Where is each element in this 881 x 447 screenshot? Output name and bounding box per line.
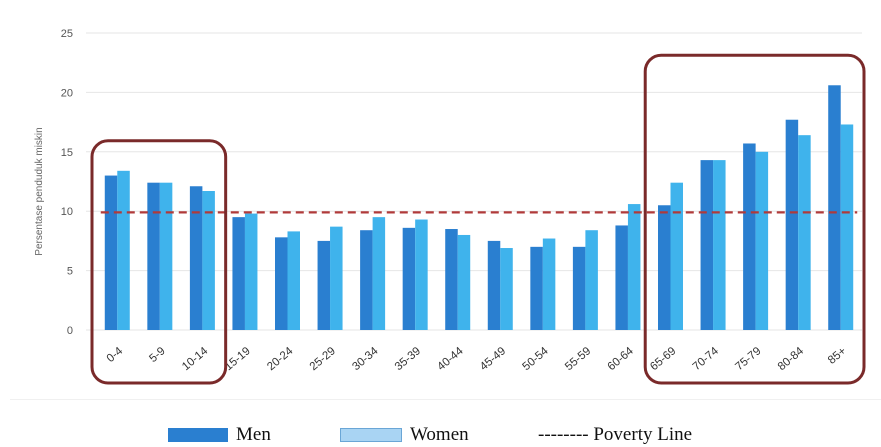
bar-men-75-79 xyxy=(743,143,756,330)
legend-label-men: Men xyxy=(236,424,271,445)
x-tick-label-50-54: 50-54 xyxy=(521,345,552,373)
x-tick-label-30-34: 30-34 xyxy=(350,345,381,373)
bar-men-20-24 xyxy=(275,237,288,330)
x-tick-label-5-9: 5-9 xyxy=(147,345,167,365)
bar-men-40-44 xyxy=(445,229,458,330)
bar-women-55-59 xyxy=(585,230,598,330)
x-tick-label-60-64: 60-64 xyxy=(606,345,637,373)
bar-women-70-74 xyxy=(713,160,726,330)
x-tick-label-75-79: 75-79 xyxy=(733,345,763,373)
bar-women-45-49 xyxy=(500,248,513,330)
legend-item-poverty-line: -------- Poverty Line xyxy=(538,424,692,446)
bar-men-60-64 xyxy=(615,225,628,330)
legend: Men Women -------- Poverty Line xyxy=(0,412,881,447)
x-tick-label-0-4: 0-4 xyxy=(105,345,126,365)
x-tick-label-80-84: 80-84 xyxy=(776,345,807,373)
legend-item-women: Women xyxy=(340,424,469,446)
legend-swatch-men xyxy=(168,428,228,442)
bar-men-35-39 xyxy=(402,227,416,330)
bar-women-10-14 xyxy=(202,191,215,330)
x-tick-label-45-49: 45-49 xyxy=(478,345,508,373)
legend-label-poverty-line: -------- Poverty Line xyxy=(538,424,693,445)
x-tick-label-40-44: 40-44 xyxy=(435,345,466,373)
legend-label-women: Women xyxy=(410,424,469,445)
x-tick-label-25-29: 25-29 xyxy=(308,345,338,373)
bar-women-40-44 xyxy=(457,234,471,330)
x-tick-label-70-74: 70-74 xyxy=(691,345,722,373)
bar-women-5-9 xyxy=(159,182,173,330)
bar-women-0-4 xyxy=(117,170,130,330)
legend-item-men: Men xyxy=(168,424,271,446)
bar-women-85+ xyxy=(840,124,854,330)
y-tick-label-5: 5 xyxy=(67,266,73,278)
highlight-box-1 xyxy=(90,139,228,385)
highlight-box-2 xyxy=(643,53,866,385)
bar-men-70-74 xyxy=(700,160,714,330)
y-tick-label-20: 20 xyxy=(61,87,73,99)
bar-men-0-4 xyxy=(104,175,118,330)
chart-frame: 0 5 10 15 20 25 Persentase penduduk miskin 0-4 5… xyxy=(10,28,881,400)
y-tick-label-15: 15 xyxy=(61,147,73,159)
x-tick-label-20-24: 20-24 xyxy=(265,345,296,373)
bar-men-80-84 xyxy=(785,119,799,330)
bar-women-20-24 xyxy=(287,231,300,330)
y-tick-label-0: 0 xyxy=(67,325,73,337)
bar-women-80-84 xyxy=(798,135,811,330)
bar-women-65-69 xyxy=(670,182,683,330)
bar-men-50-54 xyxy=(530,246,543,330)
bar-men-30-34 xyxy=(360,230,373,330)
bar-men-45-49 xyxy=(487,240,501,330)
y-tick-label-25: 25 xyxy=(61,28,73,40)
x-tick-label-35-39: 35-39 xyxy=(393,345,423,373)
x-tick-label-55-59: 55-59 xyxy=(563,345,593,373)
bar-women-60-64 xyxy=(627,204,641,330)
bar-men-15-19 xyxy=(232,217,245,330)
y-tick-label-10: 10 xyxy=(61,206,73,218)
bar-women-25-29 xyxy=(330,226,343,330)
x-tick-label-65-69: 65-69 xyxy=(648,345,678,373)
bar-chart: 0 5 10 15 20 25 Persentase penduduk miskin 0-4 5… xyxy=(10,28,881,400)
bar-men-55-59 xyxy=(572,246,586,330)
bar-women-50-54 xyxy=(542,238,556,330)
bar-women-75-79 xyxy=(755,151,769,330)
bar-men-85+ xyxy=(828,85,841,330)
bar-men-25-29 xyxy=(317,240,331,330)
bar-women-35-39 xyxy=(415,219,428,330)
x-tick-label-85+: 85+ xyxy=(826,345,849,367)
bar-men-5-9 xyxy=(147,182,160,330)
legend-swatch-women xyxy=(340,428,402,442)
bar-men-65-69 xyxy=(658,205,671,330)
x-tick-label-10-14: 10-14 xyxy=(180,345,211,373)
y-axis-label: Persentase penduduk miskin xyxy=(34,127,45,255)
bar-women-15-19 xyxy=(244,213,258,330)
bar-women-30-34 xyxy=(372,217,386,330)
bar-men-10-14 xyxy=(189,186,203,330)
